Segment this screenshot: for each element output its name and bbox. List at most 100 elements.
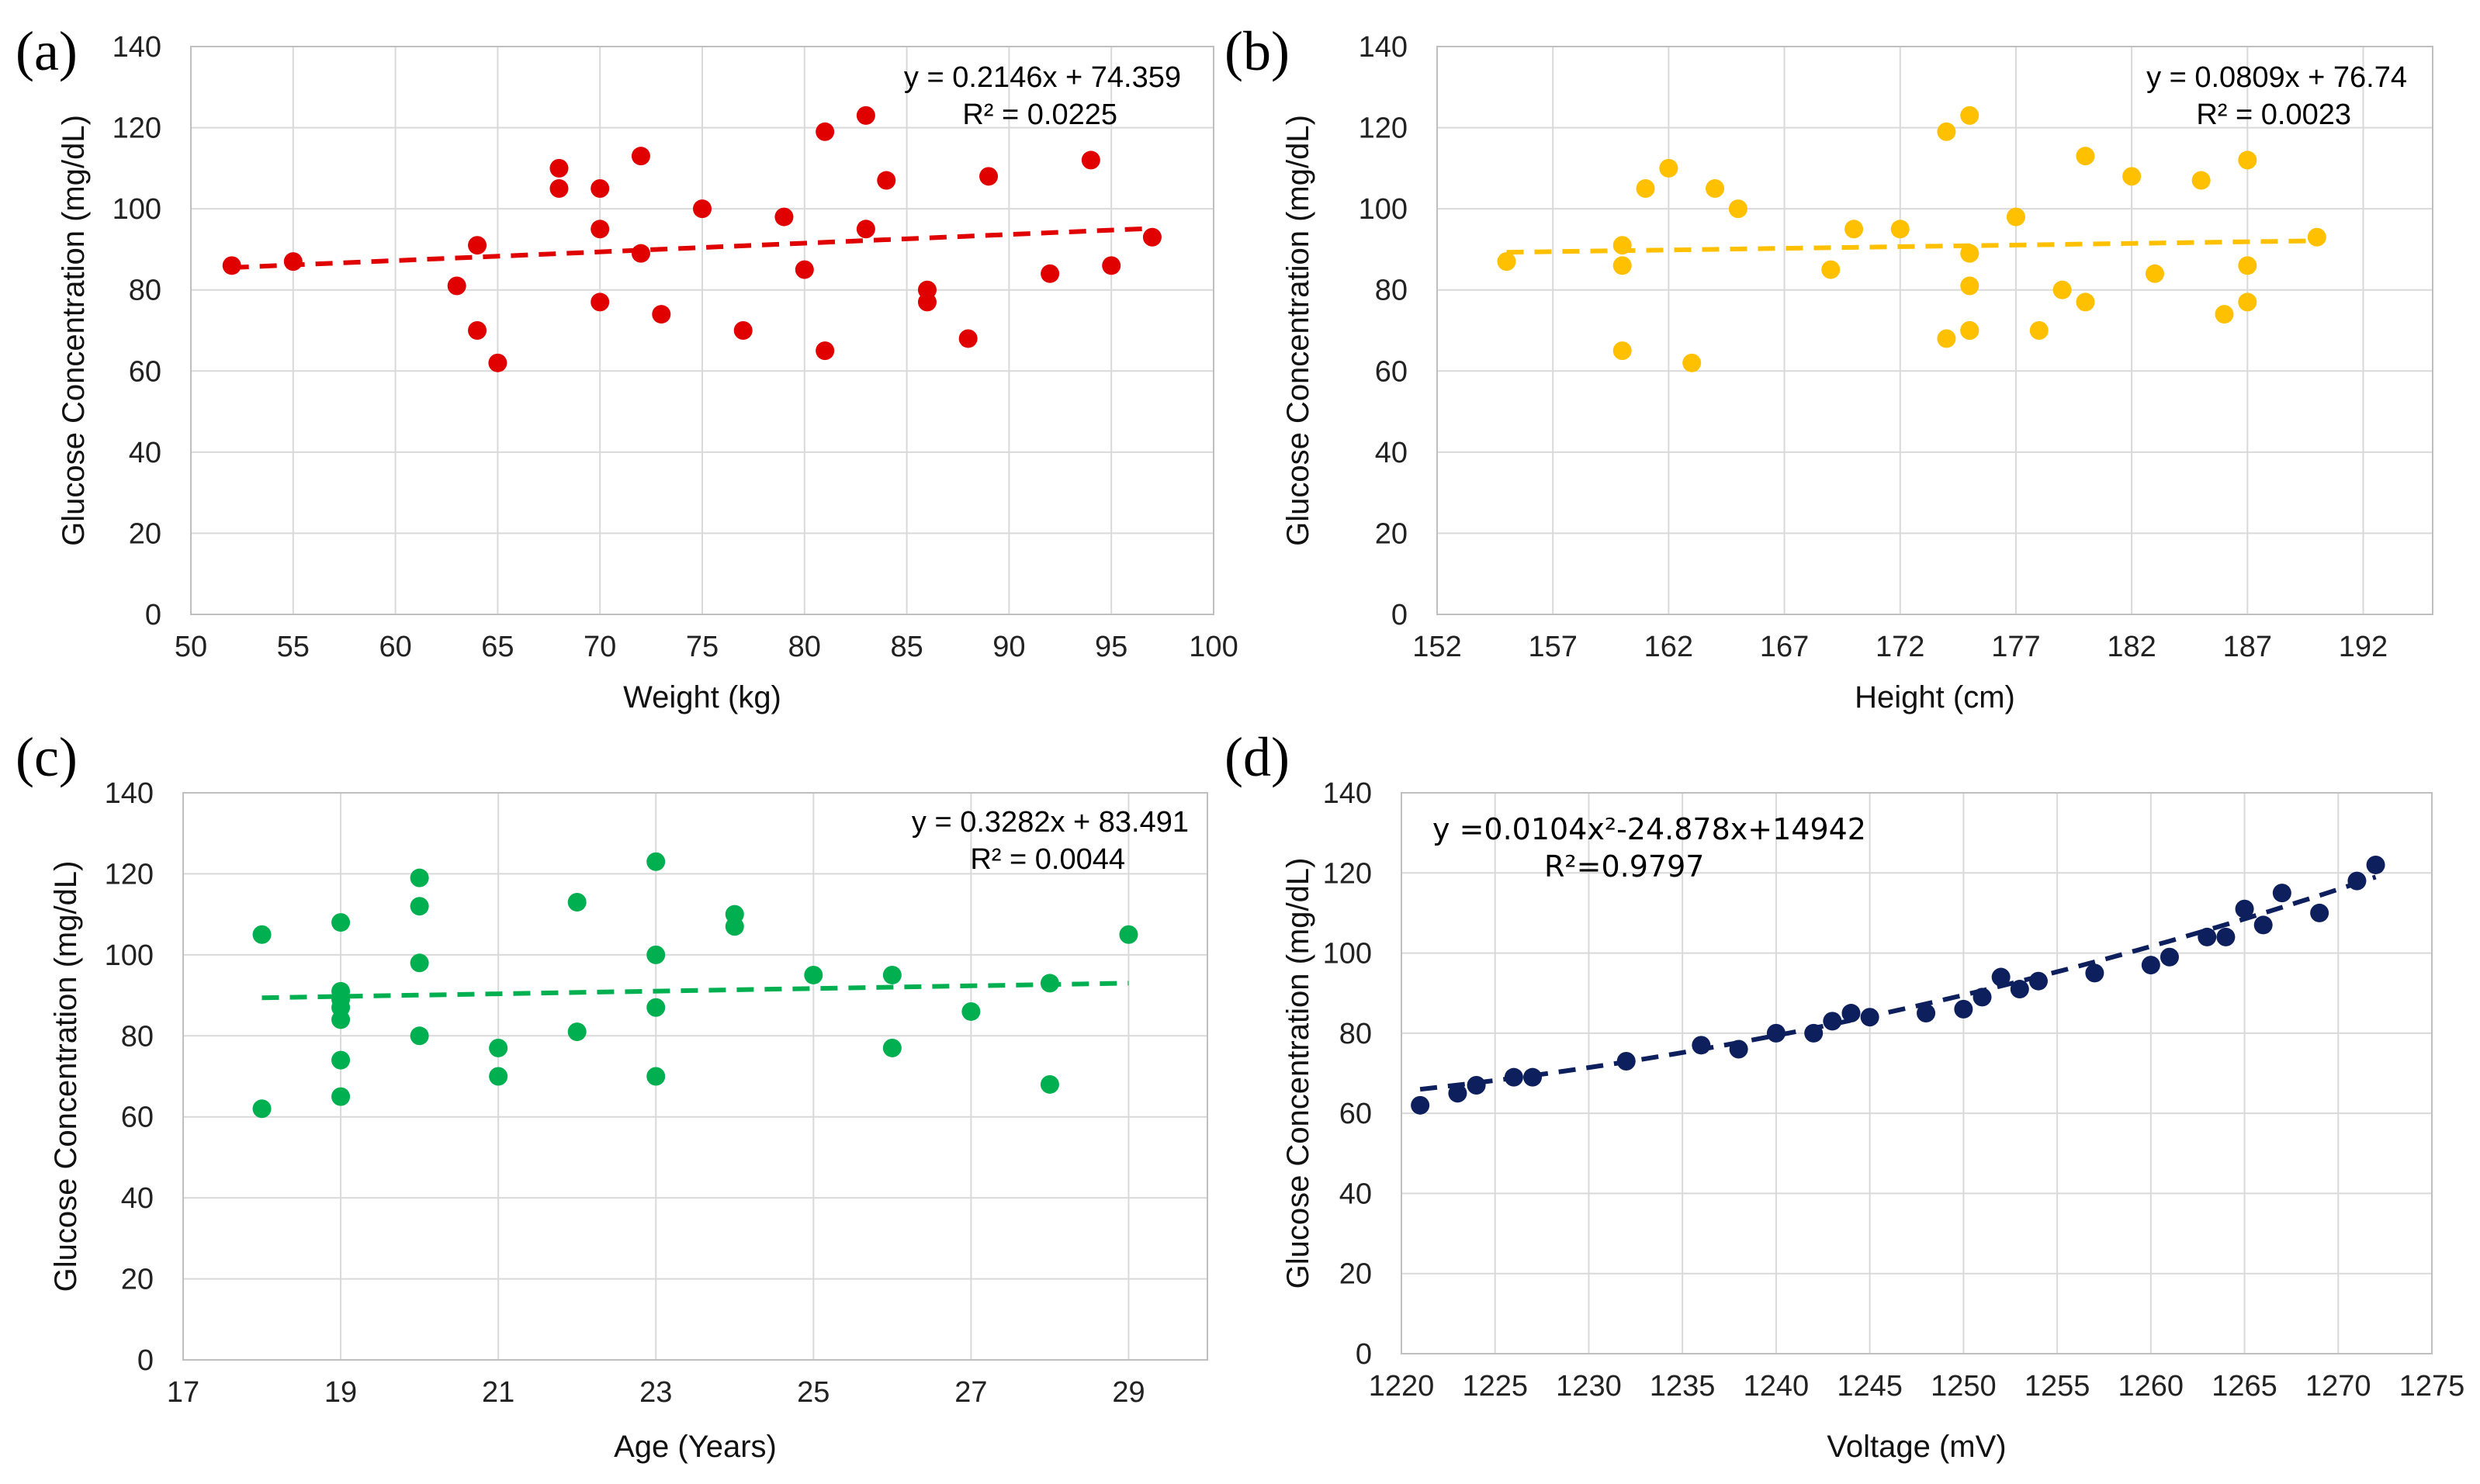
- r-squared-label: R² = 0.0023: [2196, 99, 2351, 131]
- data-point: [2028, 971, 2048, 991]
- regression-equation: y = 0.3282x + 83.491: [912, 806, 1189, 839]
- data-point: [331, 1010, 351, 1029]
- y-tick-label: 80: [1339, 1018, 1372, 1050]
- x-axis-title: Voltage (mV): [1827, 1430, 2006, 1464]
- data-point: [804, 965, 823, 984]
- data-point: [1937, 329, 1956, 348]
- r-squared-label: R² = 0.0044: [970, 843, 1125, 876]
- data-point: [2253, 915, 2273, 935]
- y-tick-label: 80: [121, 1020, 154, 1053]
- chart-panel-4: (d) 1220 1225 1230 1235 1240 1245 1250 1255 1260 1…: [1224, 726, 2464, 1464]
- regression-equation: y = 0.2146x + 74.359: [904, 61, 1181, 94]
- data-point: [252, 1099, 272, 1119]
- y-tick-label: 100: [105, 939, 154, 972]
- y-tick-label: 140: [1323, 777, 1372, 810]
- data-point: [961, 1001, 981, 1021]
- data-point: [2076, 147, 2095, 166]
- data-point: [410, 1026, 429, 1046]
- x-tick-label: 157: [1528, 631, 1577, 663]
- data-point: [631, 244, 650, 263]
- data-point: [1821, 260, 1841, 279]
- data-point: [591, 292, 610, 312]
- data-point: [2307, 227, 2326, 247]
- data-point: [1041, 264, 1060, 283]
- data-point: [856, 106, 875, 125]
- y-tick-label: 140: [105, 777, 154, 810]
- data-point: [468, 321, 487, 340]
- data-point: [646, 945, 666, 964]
- data-point: [222, 256, 241, 275]
- y-tick-label: 120: [105, 858, 154, 891]
- x-axis-title: Age (Years): [614, 1430, 777, 1464]
- x-tick-label: 75: [686, 631, 719, 663]
- x-tick-label: 50: [175, 631, 207, 663]
- data-point: [1504, 1067, 1523, 1087]
- x-tick-label: 55: [277, 631, 310, 663]
- x-tick-label: 65: [481, 631, 514, 663]
- y-axis-title: Glucose Concentration (mg/dL): [57, 115, 91, 546]
- x-tick-label: 1250: [1931, 1370, 1997, 1403]
- y-tick-label: 140: [113, 31, 161, 64]
- y-tick-label: 0: [145, 599, 161, 631]
- data-point: [1729, 1039, 1748, 1059]
- y-tick-label: 40: [121, 1182, 154, 1215]
- data-point: [725, 917, 744, 936]
- y-tick-label: 40: [1339, 1178, 1372, 1210]
- x-tick-label: 90: [992, 631, 1025, 663]
- x-tick-label: 80: [788, 631, 821, 663]
- data-point: [1659, 158, 1678, 178]
- x-tick-label: 162: [1644, 631, 1693, 663]
- y-tick-label: 80: [129, 275, 161, 307]
- trendline: [1506, 238, 2317, 255]
- x-tick-label: 172: [1876, 631, 1924, 663]
- data-point: [591, 220, 610, 239]
- data-point: [1040, 974, 1059, 993]
- x-tick-label: 1260: [2118, 1370, 2184, 1403]
- x-tick-label: 70: [584, 631, 616, 663]
- data-point: [1728, 199, 1747, 219]
- data-point: [2029, 321, 2049, 340]
- data-point: [2216, 927, 2236, 946]
- y-axis-title: Glucose Concentration (mg/dL): [1281, 858, 1315, 1289]
- x-tick-label: 177: [1991, 631, 2040, 663]
- data-point: [1682, 353, 1702, 372]
- data-point: [646, 1067, 666, 1086]
- data-point: [1890, 220, 1910, 239]
- x-tick-label: 19: [324, 1376, 357, 1409]
- data-point: [882, 1038, 902, 1057]
- y-tick-label: 120: [1323, 857, 1372, 890]
- plot-area: [1401, 792, 2433, 1354]
- data-point: [646, 998, 666, 1017]
- data-point: [1960, 106, 1979, 125]
- data-point: [1467, 1075, 1486, 1095]
- data-point: [1612, 236, 1632, 255]
- plot-area: [1436, 46, 2433, 615]
- x-tick-label: 1275: [2399, 1370, 2465, 1403]
- data-point: [1102, 256, 1121, 275]
- data-point: [1844, 220, 1864, 239]
- y-tick-label: 60: [121, 1102, 154, 1134]
- data-point: [1954, 999, 1973, 1019]
- x-tick-label: 85: [890, 631, 923, 663]
- data-point: [1823, 1012, 1842, 1031]
- data-point: [1860, 1008, 1879, 1027]
- data-point: [2076, 292, 2095, 312]
- data-point: [1612, 256, 1632, 275]
- data-point: [774, 207, 794, 227]
- data-point: [2238, 150, 2257, 170]
- y-axis-title: Glucose Concentration (mg/dL): [1281, 115, 1315, 546]
- data-point: [856, 220, 875, 239]
- regression-equation: y =0.0104x²-24.878x+14942: [1432, 812, 1866, 846]
- data-point: [795, 260, 814, 279]
- y-tick-label: 20: [121, 1264, 154, 1296]
- data-point: [252, 925, 272, 944]
- x-tick-label: 29: [1112, 1376, 1145, 1409]
- data-point: [1616, 1052, 1636, 1071]
- y-tick-label: 40: [1375, 437, 1408, 469]
- x-tick-label: 1235: [1650, 1370, 1716, 1403]
- x-tick-label: 1220: [1369, 1370, 1435, 1403]
- data-point: [283, 252, 303, 272]
- x-tick-label: 192: [2339, 631, 2388, 663]
- data-point: [1766, 1023, 1786, 1043]
- x-tick-label: 23: [639, 1376, 672, 1409]
